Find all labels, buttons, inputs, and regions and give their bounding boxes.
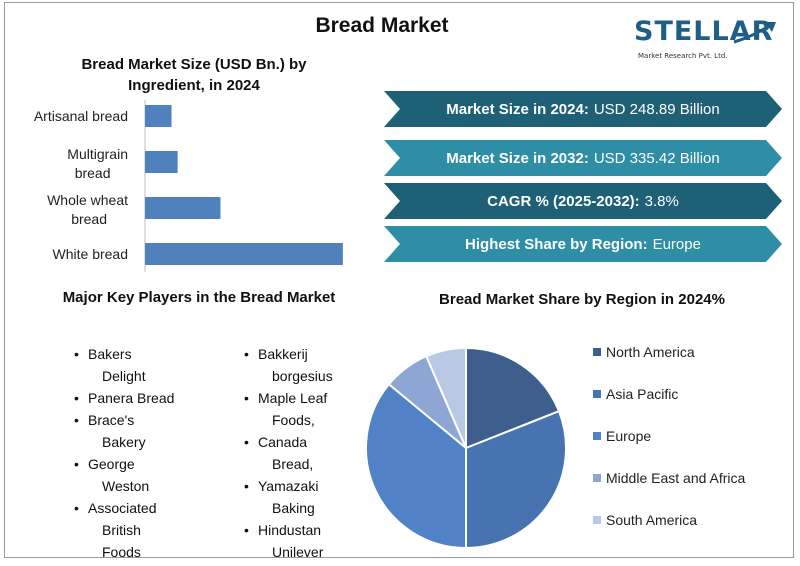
bar-chart: Artisanal bread Multigrain bread Whole whea… [34, 100, 343, 272]
key-player-name-cont: Bakery [102, 434, 146, 450]
key-player-name-cont: borgesius [272, 368, 333, 384]
legend-swatch [593, 348, 601, 356]
legend-label: North America [606, 344, 695, 360]
legend-swatch [593, 516, 601, 524]
page-title: Bread Market [315, 14, 449, 37]
key-player-item: Foods [74, 541, 204, 563]
key-player-name: Bakers [88, 346, 132, 362]
bar [145, 243, 343, 265]
key-player-name-cont: Baking [272, 500, 315, 516]
logo-arrow-icon [733, 22, 776, 44]
bar [145, 151, 178, 173]
key-player-name: Brace's [88, 412, 135, 428]
legend-label: Europe [606, 428, 652, 444]
logo-subtitle: Market Research Pvt. Ltd. [638, 52, 728, 60]
legend-swatch [593, 390, 601, 398]
key-player-item: George Weston [74, 453, 204, 497]
key-player-name: Maple Leaf [258, 390, 328, 406]
highlight-value: 3.8% [644, 192, 679, 210]
key-player-item: Associated British [74, 497, 204, 541]
key-player-item: Maple Leaf Foods, [244, 387, 374, 431]
bar-chart-title: Bread Market Size (USD Bn.) by Ingredien… [81, 56, 307, 94]
legend-item: Asia Pacific [590, 385, 745, 427]
bar [145, 197, 221, 219]
key-player-name-cont: Weston [102, 478, 150, 494]
key-player-item: Bakers Delight [74, 343, 204, 387]
key-player-name: Yamazaki [258, 478, 319, 494]
key-player-name: Associated [88, 500, 157, 516]
logo-text: STELLAR [634, 16, 774, 47]
pie-chart [365, 346, 567, 550]
key-player-name: Bakkerij [258, 346, 308, 362]
highlight-top-region: Highest Share by Region: Europe [384, 226, 782, 262]
bar-category-label: Artisanal bread [34, 108, 128, 124]
bar-category-label: Multigrain bread [67, 146, 128, 181]
key-player-name-cont: Delight [102, 368, 146, 384]
highlight-cagr: CAGR % (2025-2032): 3.8% [384, 183, 782, 219]
highlight-value: USD 335.42 Billion [593, 149, 720, 167]
highlight-label: Highest Share by Region: [465, 235, 648, 253]
legend-label: South America [606, 512, 698, 528]
legend-item: Europe [590, 427, 745, 469]
legend-label: Asia Pacific [606, 386, 679, 402]
legend-item: North America [590, 343, 745, 385]
highlight-market-size-2032: Market Size in 2032: USD 335.42 Billion [384, 140, 782, 176]
key-players-list: Bakkerij borgesius Maple Leaf Foods, Canada B… [244, 343, 374, 563]
company-logo: STELLAR Market Research Pvt. Ltd. [632, 14, 782, 66]
key-player-name-cont: British [102, 522, 141, 538]
page-frame [4, 2, 794, 558]
bar [145, 105, 172, 127]
highlight-market-size-2024: Market Size in 2024: USD 248.89 Billion [384, 91, 782, 127]
highlight-label: Market Size in 2032: [446, 149, 589, 167]
key-player-name-cont: Bread, [272, 456, 314, 472]
highlight-label: Market Size in 2024: [446, 100, 589, 118]
legend-label: Middle East and Africa [606, 470, 746, 486]
bar-category-label: White bread [53, 246, 128, 262]
bar-category-label: Whole wheat bread [47, 192, 128, 227]
highlight-value: Europe [652, 235, 701, 253]
key-player-name-cont: Foods, [272, 412, 315, 428]
legend-swatch [593, 474, 601, 482]
key-player-name: Hindustan [258, 522, 322, 538]
legend-item: South America [590, 511, 745, 553]
highlight-value: USD 248.89 Billion [593, 100, 720, 118]
key-player-name: Canada [258, 434, 308, 450]
key-players-title: Major Key Players in the Bread Market [62, 289, 336, 306]
key-player-name-cont: Unilever [272, 544, 324, 560]
key-player-item: Brace's Bakery [74, 409, 204, 453]
key-player-item: Bakkerij borgesius [244, 343, 374, 387]
pie-slice [465, 409, 567, 550]
pie-slice [365, 382, 467, 550]
highlight-label: CAGR % (2025-2032): [487, 192, 640, 210]
key-player-name: Panera Bread [88, 390, 175, 406]
pie-chart-title: Bread Market Share by Region in 2024% [439, 291, 725, 308]
pie-legend: North America Asia Pacific Europe Middle Ea… [590, 343, 745, 553]
pie-slice [465, 346, 561, 450]
key-player-item: Hindustan Unilever [244, 519, 374, 563]
key-player-name-cont: Foods [102, 544, 141, 560]
key-player-name: George [88, 456, 135, 472]
key-player-item: Canada Bread, [244, 431, 374, 475]
legend-item: Middle East and Africa [590, 469, 745, 511]
key-players-list: Bakers Delight Panera Bread Brace's Bakery Ge… [74, 343, 204, 563]
key-player-item: Panera Bread [74, 387, 204, 409]
key-player-item: Yamazaki Baking [244, 475, 374, 519]
pie-slice [424, 346, 467, 449]
legend-swatch [593, 432, 601, 440]
